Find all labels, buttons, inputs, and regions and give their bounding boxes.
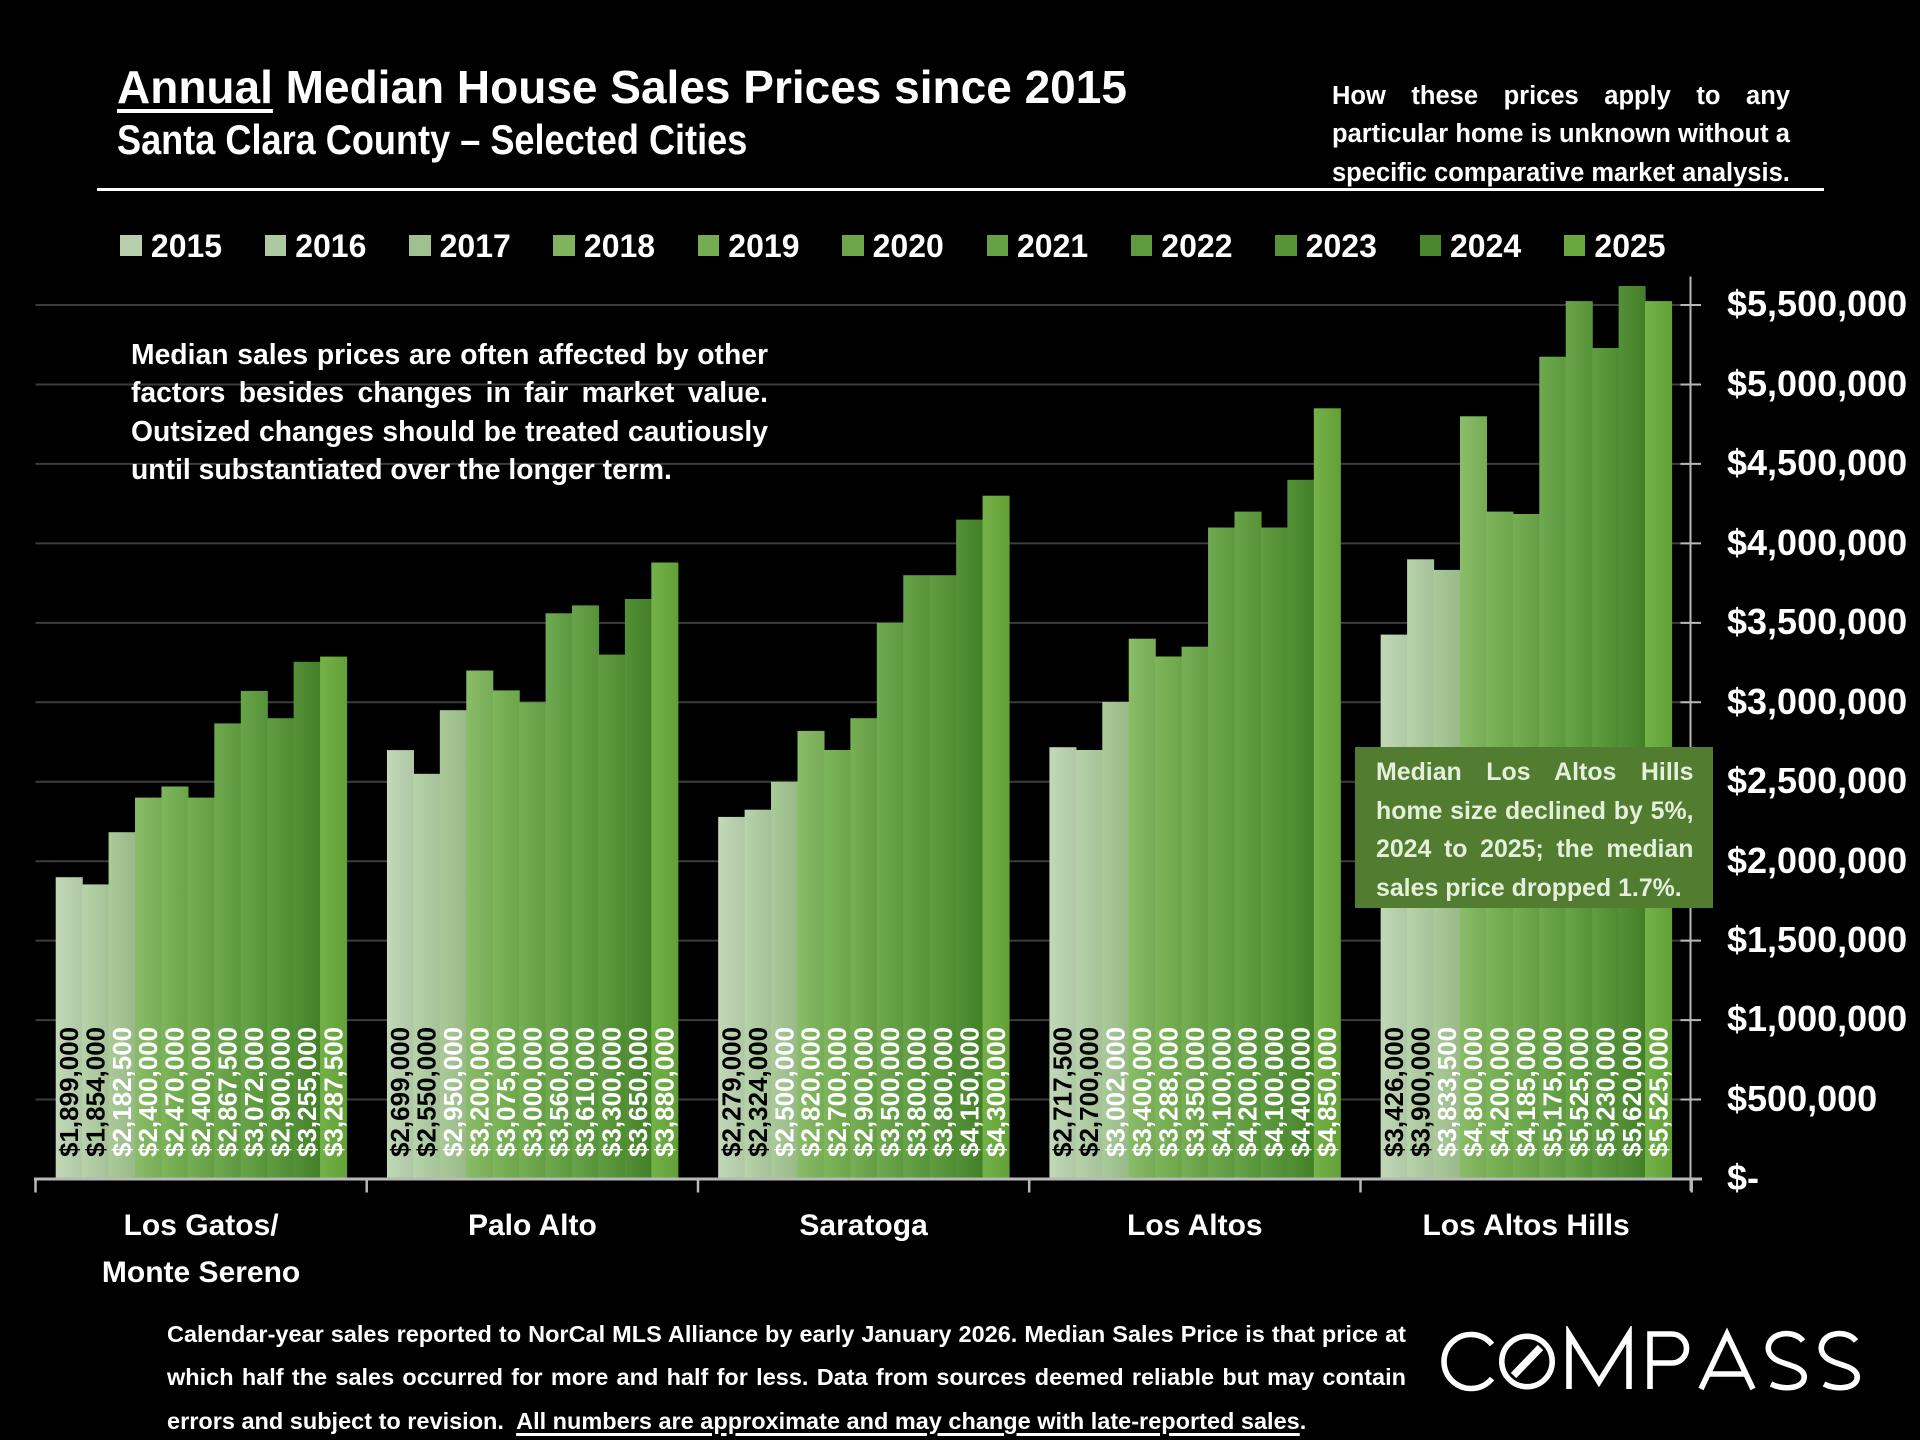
svg-text:$2,699,000: $2,699,000 bbox=[385, 1027, 415, 1157]
svg-text:$1,899,000: $1,899,000 bbox=[54, 1027, 84, 1157]
svg-text:$3,000,000: $3,000,000 bbox=[517, 1027, 547, 1157]
svg-text:$3,350,000: $3,350,000 bbox=[1180, 1027, 1210, 1157]
svg-text:$2,470,000: $2,470,000 bbox=[160, 1027, 190, 1157]
svg-text:$5,525,000: $5,525,000 bbox=[1643, 1027, 1673, 1157]
svg-text:$4,100,000: $4,100,000 bbox=[1259, 1027, 1289, 1157]
svg-text:$3,560,000: $3,560,000 bbox=[544, 1027, 574, 1157]
svg-text:$4,400,000: $4,400,000 bbox=[1286, 1027, 1316, 1157]
svg-text:$3,880,000: $3,880,000 bbox=[650, 1027, 680, 1157]
svg-text:$2,867,500: $2,867,500 bbox=[213, 1027, 243, 1157]
svg-text:$3,900,000: $3,900,000 bbox=[1405, 1027, 1435, 1157]
svg-text:$4,800,000: $4,800,000 bbox=[1458, 1027, 1488, 1157]
svg-text:$4,100,000: $4,100,000 bbox=[1206, 1027, 1236, 1157]
svg-text:$4,850,000: $4,850,000 bbox=[1312, 1027, 1342, 1157]
svg-text:$4,200,000: $4,200,000 bbox=[1485, 1027, 1515, 1157]
svg-text:$3,500,000: $3,500,000 bbox=[875, 1027, 905, 1157]
svg-text:$3,200,000: $3,200,000 bbox=[464, 1027, 494, 1157]
svg-text:$3,833,500: $3,833,500 bbox=[1432, 1027, 1462, 1157]
svg-text:$2,820,000: $2,820,000 bbox=[796, 1027, 826, 1157]
svg-text:$3,287,500: $3,287,500 bbox=[318, 1027, 348, 1157]
svg-text:$2,324,000: $2,324,000 bbox=[743, 1027, 773, 1157]
svg-text:$2,900,000: $2,900,000 bbox=[849, 1027, 879, 1157]
svg-text:$5,620,000: $5,620,000 bbox=[1617, 1027, 1647, 1157]
svg-text:$2,279,000: $2,279,000 bbox=[716, 1027, 746, 1157]
svg-text:$4,200,000: $4,200,000 bbox=[1233, 1027, 1263, 1157]
svg-text:$2,700,000: $2,700,000 bbox=[1074, 1027, 1104, 1157]
svg-text:$2,950,000: $2,950,000 bbox=[438, 1027, 468, 1157]
svg-text:$2,700,000: $2,700,000 bbox=[822, 1027, 852, 1157]
svg-text:$3,002,000: $3,002,000 bbox=[1101, 1027, 1131, 1157]
svg-text:$3,650,000: $3,650,000 bbox=[623, 1027, 653, 1157]
svg-text:$4,300,000: $4,300,000 bbox=[981, 1027, 1011, 1157]
svg-text:$2,717,500: $2,717,500 bbox=[1048, 1027, 1078, 1157]
svg-text:$1,854,000: $1,854,000 bbox=[80, 1027, 110, 1157]
svg-text:$5,525,000: $5,525,000 bbox=[1564, 1027, 1594, 1157]
svg-text:$3,800,000: $3,800,000 bbox=[928, 1027, 958, 1157]
svg-text:$3,300,000: $3,300,000 bbox=[597, 1027, 627, 1157]
svg-text:$3,400,000: $3,400,000 bbox=[1127, 1027, 1157, 1157]
svg-text:$3,075,000: $3,075,000 bbox=[491, 1027, 521, 1157]
svg-text:$4,185,000: $4,185,000 bbox=[1511, 1027, 1541, 1157]
svg-text:$5,230,000: $5,230,000 bbox=[1590, 1027, 1620, 1157]
svg-text:$3,800,000: $3,800,000 bbox=[901, 1027, 931, 1157]
svg-text:$2,900,000: $2,900,000 bbox=[265, 1027, 295, 1157]
svg-text:$4,150,000: $4,150,000 bbox=[954, 1027, 984, 1157]
svg-text:$5,175,000: $5,175,000 bbox=[1538, 1027, 1568, 1157]
svg-text:$2,550,000: $2,550,000 bbox=[412, 1027, 442, 1157]
svg-text:$3,288,000: $3,288,000 bbox=[1153, 1027, 1183, 1157]
svg-text:$2,500,000: $2,500,000 bbox=[769, 1027, 799, 1157]
svg-text:$3,610,000: $3,610,000 bbox=[570, 1027, 600, 1157]
svg-text:$2,182,500: $2,182,500 bbox=[107, 1027, 137, 1157]
svg-text:$3,072,000: $3,072,000 bbox=[239, 1027, 269, 1157]
svg-text:$2,400,000: $2,400,000 bbox=[186, 1027, 216, 1157]
svg-text:$3,255,000: $3,255,000 bbox=[292, 1027, 322, 1157]
svg-text:$2,400,000: $2,400,000 bbox=[133, 1027, 163, 1157]
svg-text:$3,426,000: $3,426,000 bbox=[1379, 1027, 1409, 1157]
